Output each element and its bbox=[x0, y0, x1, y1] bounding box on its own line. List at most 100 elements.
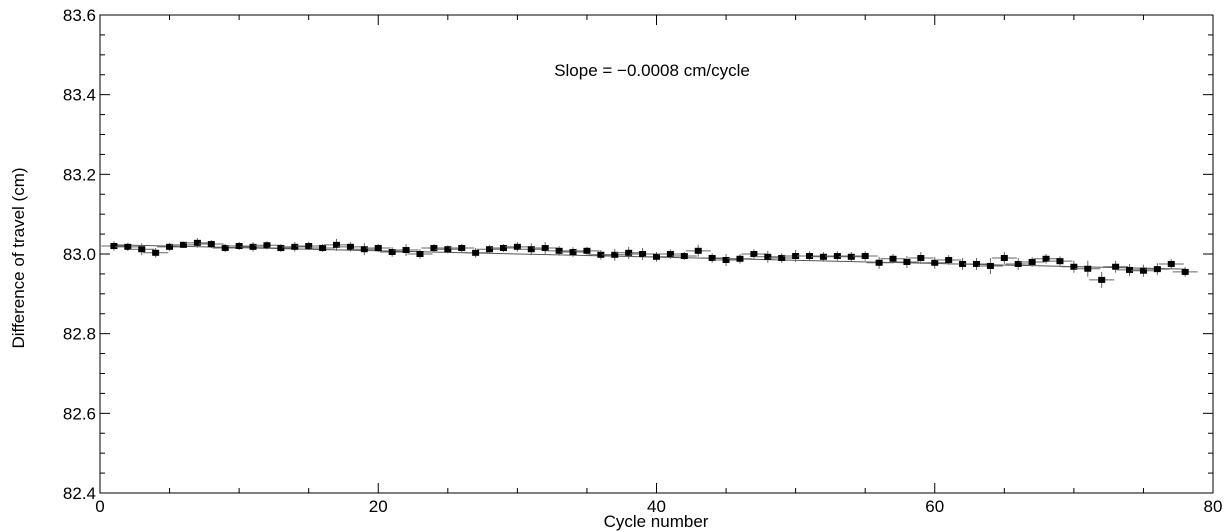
point-marker bbox=[1139, 267, 1147, 274]
data-point bbox=[477, 245, 503, 254]
data-point bbox=[991, 252, 1017, 264]
data-point bbox=[852, 251, 878, 261]
point-marker bbox=[166, 243, 174, 250]
point-marker bbox=[1014, 260, 1022, 267]
point-marker bbox=[277, 245, 285, 252]
data-point bbox=[365, 244, 391, 253]
data-point bbox=[129, 243, 155, 256]
point-marker bbox=[833, 252, 841, 259]
data-point bbox=[226, 242, 252, 251]
point-marker bbox=[416, 251, 424, 257]
point-marker bbox=[444, 246, 452, 253]
data-point bbox=[268, 244, 294, 253]
point-marker bbox=[499, 245, 507, 252]
point-marker bbox=[569, 249, 577, 256]
data-point bbox=[936, 255, 962, 265]
point-marker bbox=[945, 256, 953, 263]
point-marker bbox=[486, 246, 494, 253]
data-point bbox=[560, 247, 586, 257]
point-marker bbox=[124, 243, 132, 250]
y-tick-label: 83.6 bbox=[63, 6, 96, 25]
point-marker bbox=[221, 245, 229, 252]
data-point bbox=[323, 238, 350, 251]
data-point bbox=[685, 244, 711, 257]
point-marker bbox=[792, 252, 800, 259]
data-point bbox=[797, 251, 823, 261]
data-point bbox=[407, 249, 433, 259]
point-marker bbox=[360, 246, 368, 253]
data-point bbox=[1005, 257, 1031, 270]
data-point bbox=[421, 244, 447, 253]
data-point bbox=[282, 242, 308, 252]
data-point bbox=[602, 248, 628, 261]
data-point bbox=[1033, 254, 1059, 264]
point-marker bbox=[1000, 254, 1008, 261]
point-marker bbox=[931, 259, 939, 266]
x-tick-label: 40 bbox=[647, 497, 666, 516]
point-marker bbox=[986, 262, 994, 269]
point-marker bbox=[1056, 258, 1064, 265]
data-point bbox=[1047, 256, 1073, 266]
point-marker bbox=[847, 253, 855, 260]
point-marker bbox=[110, 243, 118, 250]
data-point bbox=[254, 241, 280, 250]
data-point bbox=[532, 242, 558, 254]
data-point bbox=[1061, 260, 1087, 273]
data-point bbox=[880, 254, 906, 264]
data-point bbox=[143, 248, 169, 258]
data-point bbox=[727, 254, 753, 264]
point-marker bbox=[152, 249, 160, 256]
point-marker bbox=[1153, 266, 1161, 273]
point-marker bbox=[764, 253, 772, 260]
point-marker bbox=[639, 251, 647, 257]
point-marker bbox=[611, 251, 619, 258]
point-marker bbox=[583, 247, 591, 254]
point-marker bbox=[736, 255, 744, 262]
data-point bbox=[351, 243, 377, 256]
data-point bbox=[379, 247, 405, 257]
y-axis-label: Difference of travel (cm) bbox=[9, 167, 28, 348]
data-point bbox=[671, 252, 697, 260]
point-marker bbox=[680, 252, 688, 259]
data-point bbox=[435, 245, 461, 254]
slope-annotation: Slope = −0.0008 cm/cycle bbox=[554, 61, 750, 80]
data-point bbox=[490, 244, 516, 253]
data-point bbox=[1117, 263, 1143, 276]
data-point bbox=[157, 242, 183, 251]
data-point bbox=[170, 241, 196, 249]
point-marker bbox=[653, 253, 660, 260]
data-point bbox=[240, 242, 266, 252]
point-marker bbox=[388, 249, 396, 256]
point-marker bbox=[625, 249, 633, 256]
x-tick-label: 80 bbox=[1204, 497, 1223, 516]
y-tick-label: 83.2 bbox=[63, 165, 96, 184]
point-marker bbox=[597, 251, 605, 258]
point-marker bbox=[291, 243, 299, 250]
data-point bbox=[463, 248, 489, 258]
point-marker bbox=[1181, 268, 1189, 275]
point-marker bbox=[374, 245, 382, 252]
data-point bbox=[310, 244, 336, 253]
point-marker bbox=[875, 259, 883, 266]
data-point bbox=[713, 254, 739, 266]
data-point bbox=[546, 246, 572, 256]
point-marker bbox=[750, 251, 758, 257]
y-tick-label: 82.4 bbox=[63, 484, 96, 503]
data-point bbox=[963, 257, 990, 270]
data-point bbox=[1019, 257, 1045, 267]
point-marker bbox=[806, 252, 814, 259]
y-tick-label: 83.4 bbox=[63, 86, 96, 105]
data-point bbox=[101, 241, 127, 251]
point-marker bbox=[666, 251, 674, 257]
data-point bbox=[1130, 264, 1156, 277]
data-point bbox=[504, 242, 530, 252]
y-tick-label: 82.8 bbox=[63, 325, 96, 344]
point-marker bbox=[430, 245, 438, 252]
point-marker bbox=[819, 253, 827, 260]
data-point bbox=[393, 244, 419, 256]
point-marker bbox=[235, 243, 243, 250]
x-tick-label: 60 bbox=[925, 497, 944, 516]
point-marker bbox=[959, 260, 967, 267]
data-point bbox=[755, 250, 781, 263]
